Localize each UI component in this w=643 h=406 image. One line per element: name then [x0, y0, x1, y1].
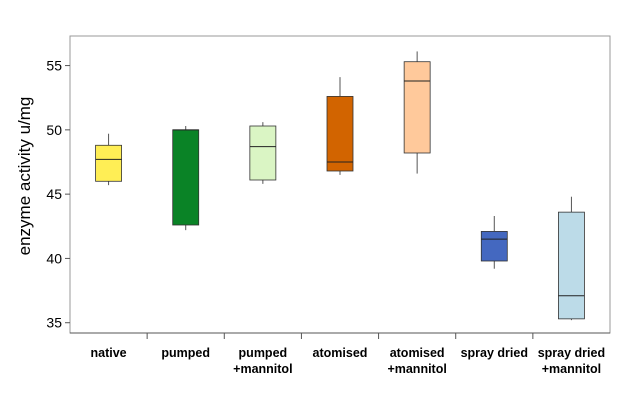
boxes-layer — [95, 51, 585, 321]
x-category-label: native — [91, 346, 127, 360]
x-category-label: atomised — [390, 346, 445, 360]
box-group — [95, 133, 122, 186]
x-category-label: spray dried — [461, 346, 528, 360]
x-category-label: +mannitol — [387, 362, 446, 376]
box — [249, 125, 277, 181]
y-tick-label: 45 — [46, 186, 62, 202]
x-category-label: pumped — [239, 346, 288, 360]
box-group — [249, 122, 277, 184]
box-group — [480, 216, 508, 269]
box — [558, 211, 585, 320]
box — [326, 96, 354, 172]
y-tick-label: 55 — [46, 58, 62, 74]
box-group — [558, 196, 585, 321]
x-category-label: atomised — [313, 346, 368, 360]
x-category-label: +mannitol — [233, 362, 292, 376]
x-category-label: +mannitol — [542, 362, 601, 376]
y-tick-label: 50 — [46, 122, 62, 138]
box — [95, 144, 122, 182]
x-category-label: pumped — [161, 346, 210, 360]
box — [403, 61, 431, 154]
box-group — [326, 77, 354, 175]
y-axis: 35 40 45 50 55 — [46, 58, 70, 331]
y-axis-title: enzyme activity u/mg — [15, 97, 34, 256]
box — [172, 129, 200, 226]
box — [480, 231, 508, 262]
y-tick-label: 40 — [46, 250, 62, 266]
box-group — [403, 51, 431, 174]
x-category-label: spray dried — [538, 346, 605, 360]
box-group — [172, 126, 200, 231]
x-axis: native pumped pumped +mannitol atomised atomi… — [91, 333, 605, 376]
y-tick-label: 35 — [46, 315, 62, 331]
